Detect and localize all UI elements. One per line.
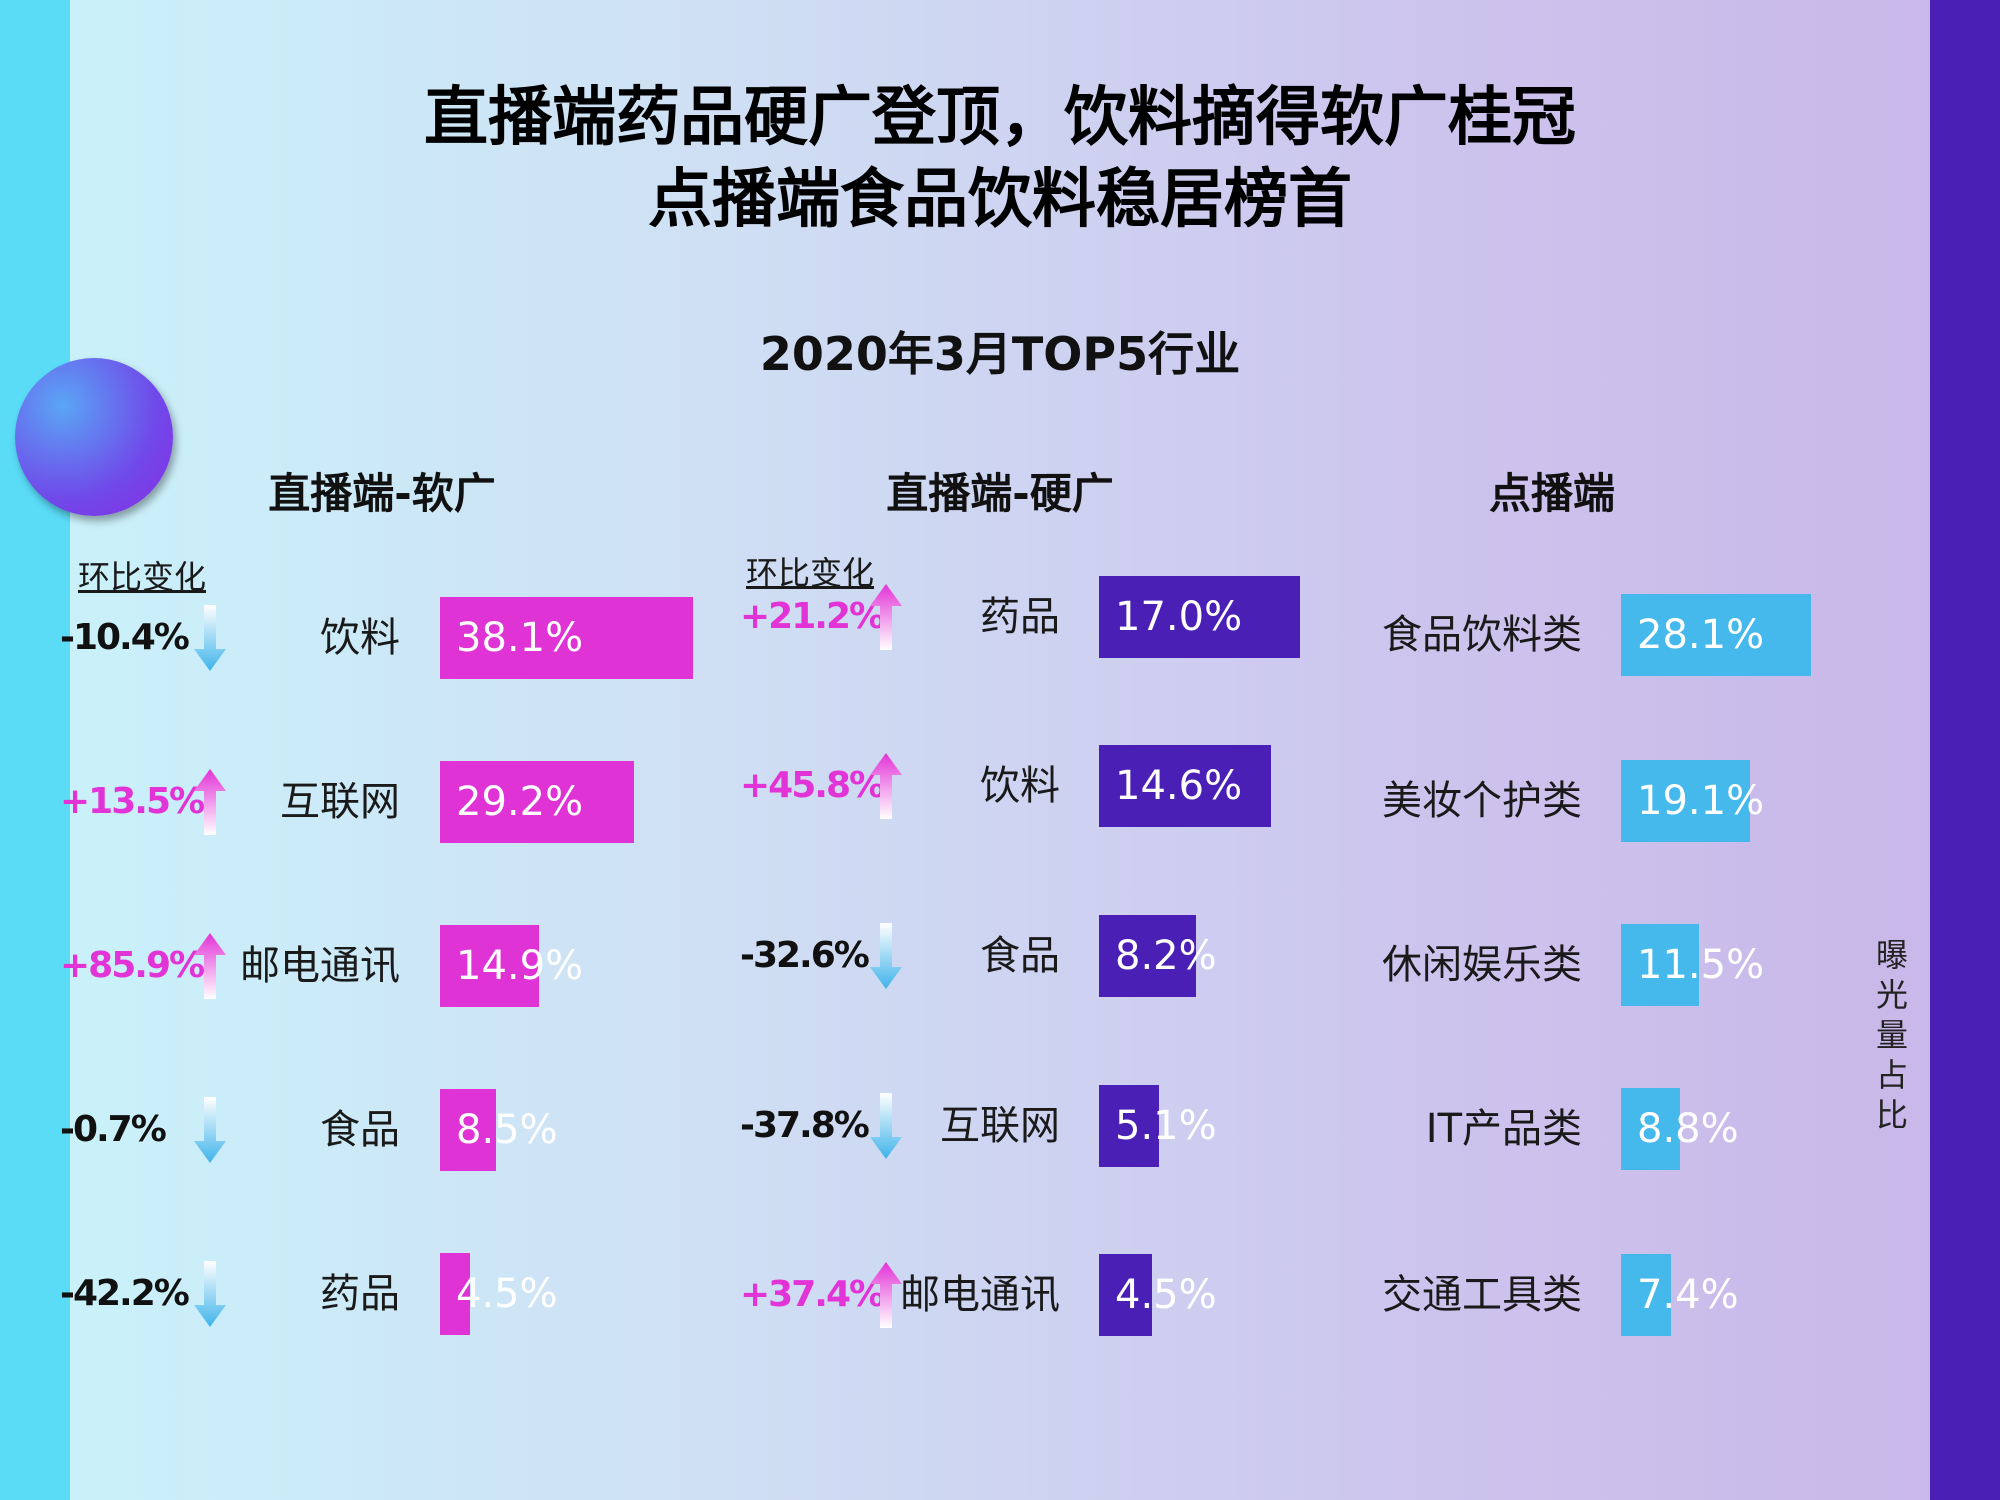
- arrow-down-icon: [866, 921, 906, 991]
- bar: [440, 925, 539, 1007]
- bar: [1099, 576, 1300, 658]
- category-label: 交通工具类: [1382, 1272, 1582, 1318]
- arrow-up-icon: [866, 1260, 906, 1330]
- change-value: +85.9%: [60, 945, 205, 986]
- arrow-down-shape: [870, 1093, 902, 1159]
- bar: [1621, 1254, 1671, 1336]
- category-label: 食品: [320, 1107, 400, 1153]
- category-label: 食品: [980, 933, 1060, 979]
- panel-title-vod: 点播端: [1488, 469, 1615, 518]
- value-label: 14.6%: [1115, 763, 1243, 809]
- change-value: +13.5%: [60, 781, 205, 822]
- bar: [1099, 1254, 1152, 1336]
- chart-subtitle: 2020年3月TOP5行业: [759, 327, 1241, 381]
- bar: [1621, 594, 1811, 676]
- value-label: 8.8%: [1637, 1106, 1739, 1152]
- arrow-down-icon: [190, 1095, 230, 1165]
- arrow-down-icon: [190, 1259, 230, 1329]
- value-label: 14.9%: [456, 943, 584, 989]
- value-label: 8.2%: [1115, 933, 1217, 979]
- change-value: -0.7%: [60, 1109, 167, 1150]
- title-line-1: 直播端药品硬广登顶，饮料摘得软广桂冠: [424, 81, 1576, 155]
- category-label: 药品: [320, 1271, 400, 1317]
- arrow-up-shape: [194, 933, 226, 999]
- change-label-hard: 环比变化: [746, 554, 875, 592]
- change-value: +21.2%: [740, 596, 885, 637]
- category-label: 休闲娱乐类: [1382, 942, 1582, 988]
- bar: [440, 761, 634, 843]
- value-label: 19.1%: [1637, 778, 1765, 824]
- value-label: 4.5%: [456, 1271, 558, 1317]
- change-value: -37.8%: [740, 1105, 870, 1146]
- side-note: 曝光量占比: [1875, 936, 1908, 1134]
- panel-title-soft: 直播端-软广: [268, 469, 496, 518]
- arrow-up-shape: [194, 769, 226, 835]
- bar: [1621, 1088, 1680, 1170]
- arrow-up-shape: [870, 753, 902, 819]
- category-label: 饮料: [980, 763, 1060, 809]
- bar: [440, 1089, 496, 1171]
- arrow-up-shape: [870, 1262, 902, 1328]
- bar: [1621, 760, 1750, 842]
- arrow-down-icon: [190, 603, 230, 673]
- bar: [440, 597, 693, 679]
- category-label: 互联网: [280, 779, 400, 825]
- value-label: 8.5%: [456, 1107, 558, 1153]
- value-label: 11.5%: [1637, 942, 1765, 988]
- bar: [1621, 924, 1699, 1006]
- value-label: 28.1%: [1637, 612, 1765, 658]
- arrow-up-icon: [190, 767, 230, 837]
- change-label-soft: 环比变化: [78, 558, 207, 596]
- arrow-down-shape: [194, 605, 226, 671]
- arrow-down-shape: [870, 923, 902, 989]
- arrow-up-icon: [866, 582, 906, 652]
- category-label: 食品饮料类: [1382, 612, 1582, 658]
- left-accent-strip: [0, 0, 70, 1500]
- arrow-down-icon: [866, 1091, 906, 1161]
- value-label: 17.0%: [1115, 594, 1243, 640]
- value-label: 5.1%: [1115, 1103, 1217, 1149]
- decorative-orb: [15, 358, 173, 516]
- bar: [1099, 915, 1196, 997]
- value-label: 38.1%: [456, 615, 584, 661]
- category-label: 药品: [980, 594, 1060, 640]
- category-label: 邮电通讯: [900, 1272, 1060, 1318]
- arrow-down-shape: [194, 1261, 226, 1327]
- change-value: -10.4%: [60, 617, 190, 658]
- change-value: -32.6%: [740, 935, 870, 976]
- category-label: 饮料: [320, 615, 400, 661]
- panel-title-hard: 直播端-硬广: [886, 469, 1114, 518]
- category-label: IT产品类: [1425, 1106, 1582, 1152]
- arrow-up-shape: [870, 584, 902, 650]
- arrow-up-icon: [190, 931, 230, 1001]
- bar: [440, 1253, 470, 1335]
- value-label: 7.4%: [1637, 1272, 1739, 1318]
- change-value: +37.4%: [740, 1274, 885, 1315]
- value-label: 4.5%: [1115, 1272, 1217, 1318]
- bar: [1099, 745, 1271, 827]
- right-accent-strip: [1930, 0, 2000, 1500]
- category-label: 互联网: [940, 1103, 1060, 1149]
- value-label: 29.2%: [456, 779, 584, 825]
- category-label: 美妆个护类: [1382, 778, 1582, 824]
- title-line-2: 点播端食品饮料稳居榜首: [648, 163, 1352, 237]
- bar: [1099, 1085, 1159, 1167]
- category-label: 邮电通讯: [240, 943, 400, 989]
- change-value: +45.8%: [740, 765, 885, 806]
- arrow-up-icon: [866, 751, 906, 821]
- arrow-down-shape: [194, 1097, 226, 1163]
- change-value: -42.2%: [60, 1273, 190, 1314]
